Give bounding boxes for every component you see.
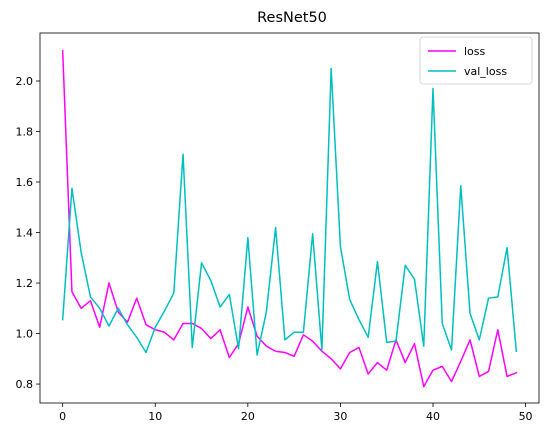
legend-label-val-loss: val_loss (464, 65, 507, 78)
x-tick-label: 10 (148, 410, 162, 423)
series-line-loss (61, 49, 518, 388)
legend-box (419, 36, 533, 85)
y-tick-label: 1.2 (16, 277, 34, 290)
x-tick-label: 50 (519, 410, 533, 423)
y-tick-label: 1.6 (16, 176, 34, 189)
y-tick-label: 1.0 (16, 328, 34, 341)
y-tick-label: 1.8 (16, 125, 34, 138)
x-tick-label: 0 (59, 410, 66, 423)
axes-layer: 0 10 20 30 40 50 0.8 1.0 1.2 1.4 1.6 1.8 2.0 (16, 32, 540, 423)
legend: loss val_loss (419, 36, 533, 85)
x-tick-label: 40 (426, 410, 440, 423)
x-tick-label: 30 (333, 410, 347, 423)
series-layer (61, 49, 518, 388)
x-tick-label: 20 (241, 410, 255, 423)
legend-label-loss: loss (464, 45, 486, 58)
plot-frame (39, 32, 540, 404)
y-tick-label: 1.4 (16, 227, 34, 240)
y-tick-label: 2.0 (16, 75, 34, 88)
series-line-val-loss (61, 67, 518, 356)
chart-title: ResNet50 (257, 10, 327, 26)
y-tick-label: 0.8 (16, 378, 34, 391)
